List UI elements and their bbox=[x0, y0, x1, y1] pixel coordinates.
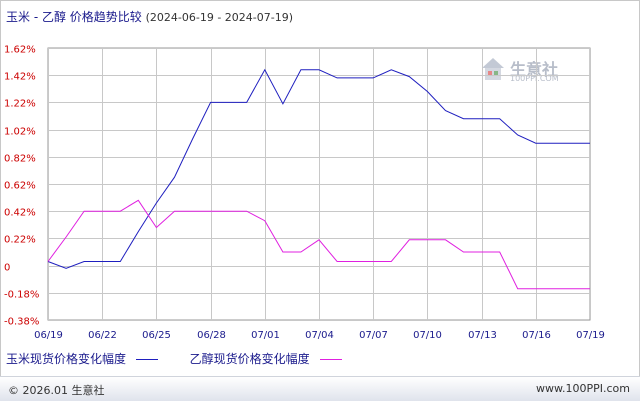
y-tick-label: 1.62% bbox=[4, 45, 36, 56]
x-tick-label: 06/22 bbox=[88, 330, 117, 341]
footer-bar: © 2026.01 生意社 www.100PPI.com bbox=[0, 376, 640, 401]
x-tick-label: 07/16 bbox=[522, 330, 551, 341]
y-tick-label: 1.02% bbox=[4, 127, 36, 138]
legend-label-corn: 玉米现货价格变化幅度 bbox=[6, 352, 127, 366]
x-tick-label: 06/19 bbox=[34, 330, 63, 341]
label-layer: 1.62% 1.42% 1.22% 1.02% 0.82% 0.62% 0.42% 0.22%… bbox=[4, 45, 605, 342]
y-tick-label: -0.38% bbox=[4, 317, 39, 328]
grid-layer bbox=[47, 47, 591, 321]
x-tick-label: 07/10 bbox=[413, 330, 442, 341]
x-tick-label: 07/04 bbox=[305, 330, 334, 341]
x-tick-label: 06/25 bbox=[142, 330, 171, 341]
x-tick-label: 06/28 bbox=[197, 330, 226, 341]
y-tick-label: 0.22% bbox=[4, 235, 36, 246]
x-tick-label: 07/07 bbox=[359, 330, 388, 341]
x-tick-label: 07/01 bbox=[251, 330, 280, 341]
legend-swatch-ethanol bbox=[319, 359, 342, 360]
legend-item-ethanol: 乙醇现货价格变化幅度 bbox=[190, 350, 342, 367]
y-tick-label: 1.22% bbox=[4, 99, 36, 110]
y-tick-label: 0.42% bbox=[4, 208, 36, 219]
watermark-text: 生意社 bbox=[510, 60, 559, 79]
watermark-url: 100PPI.COM bbox=[510, 74, 559, 83]
series-line-corn bbox=[47, 68, 590, 269]
y-tick-label: -0.18% bbox=[4, 290, 39, 301]
watermark-logo: 生意社 100PPI.COM bbox=[480, 56, 576, 86]
chart-title: 玉米 - 乙醇 价格趋势比较 (2024-06-19 - 2024-07-19) bbox=[6, 8, 293, 25]
y-tick-label: 0 bbox=[4, 263, 10, 274]
x-tick-label: 07/13 bbox=[468, 330, 497, 341]
series-line-ethanol bbox=[47, 199, 590, 290]
house-icon bbox=[482, 58, 504, 80]
chart-title-main: 玉米 - 乙醇 价格趋势比较 bbox=[6, 10, 142, 24]
legend-label-ethanol: 乙醇现货价格变化幅度 bbox=[189, 352, 310, 366]
legend-swatch-corn bbox=[135, 359, 158, 360]
y-tick-label: 0.82% bbox=[4, 154, 36, 165]
legend: 玉米现货价格变化幅度 乙醇现货价格变化幅度 bbox=[6, 350, 370, 367]
footer-copyright: © 2026.01 生意社 bbox=[8, 384, 105, 397]
series-layer bbox=[47, 68, 590, 290]
footer-site-link[interactable]: www.100PPI.com bbox=[536, 382, 630, 395]
y-tick-label: 0.62% bbox=[4, 181, 36, 192]
x-tick-label: 07/19 bbox=[576, 330, 605, 341]
chart-title-range: (2024-06-19 - 2024-07-19) bbox=[145, 11, 294, 24]
legend-item-corn: 玉米现货价格变化幅度 bbox=[6, 350, 158, 367]
y-tick-label: 1.42% bbox=[4, 72, 36, 83]
